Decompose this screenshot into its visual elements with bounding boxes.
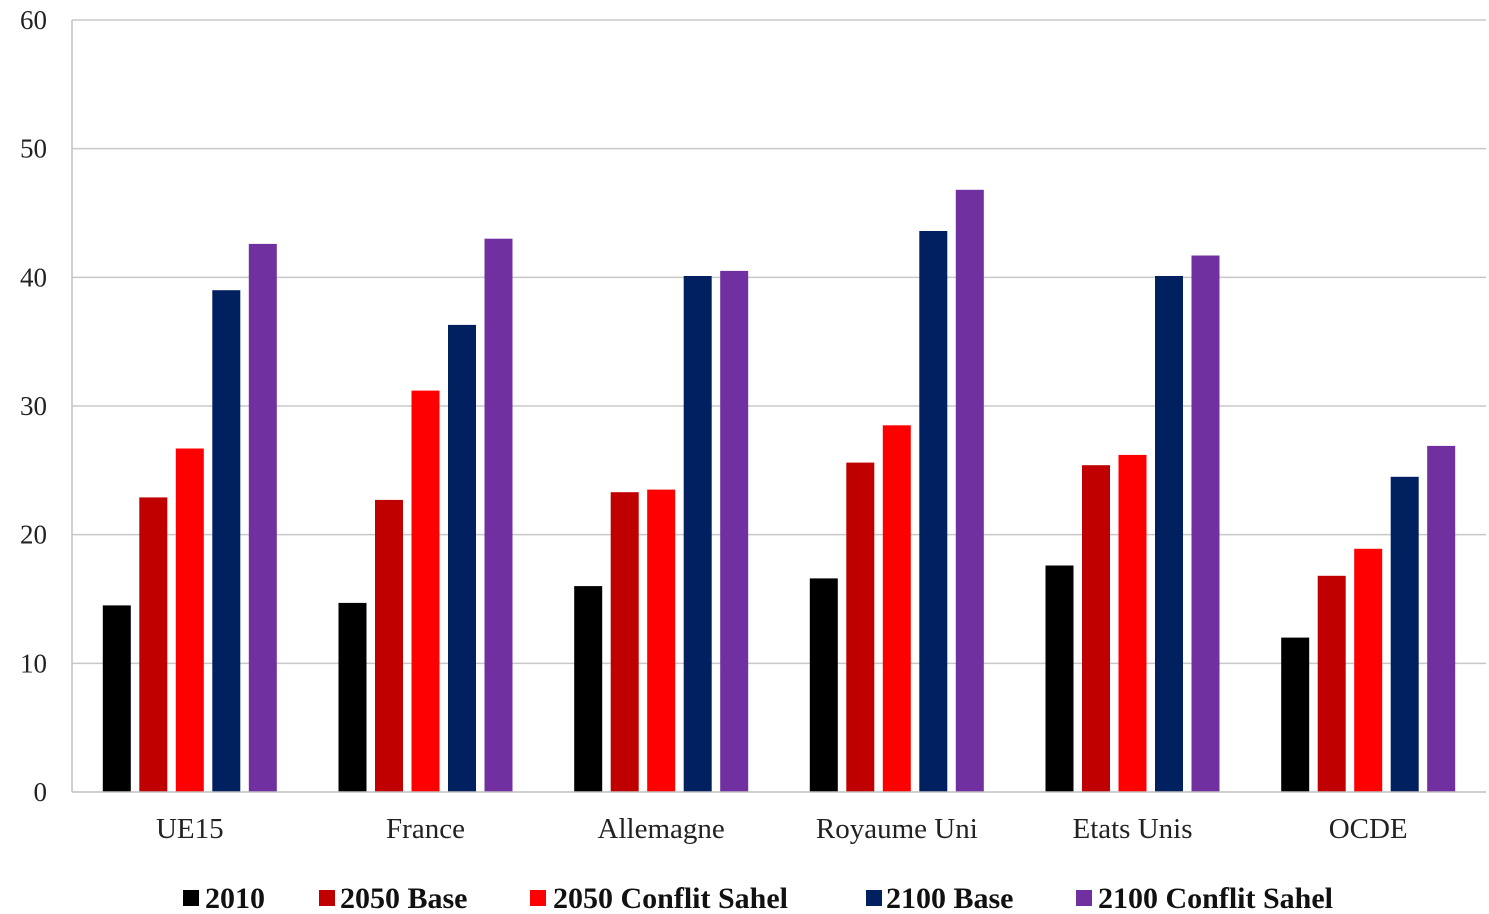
- x-tick-label: France: [386, 813, 465, 845]
- bar: [139, 497, 168, 792]
- legend-label: 2010: [205, 882, 265, 914]
- legend-swatch: [183, 890, 199, 906]
- y-tick-label: 30: [20, 391, 47, 421]
- bar: [955, 189, 984, 793]
- gridlines: [72, 19, 1486, 665]
- x-tick-label: Etats Unis: [1072, 813, 1192, 845]
- bar: [411, 390, 440, 792]
- axes: [71, 20, 1486, 793]
- bar: [175, 448, 204, 792]
- bar: [102, 605, 131, 792]
- bar: [647, 489, 676, 792]
- x-tick-label: OCDE: [1329, 813, 1408, 845]
- bar: [375, 499, 403, 792]
- x-tick-label: UE15: [156, 813, 224, 845]
- bar: [212, 290, 241, 792]
- legend-label: 2100 Conflit Sahel: [1098, 882, 1333, 914]
- bar: [248, 243, 277, 792]
- bar: [1281, 637, 1310, 792]
- bar: [1082, 465, 1110, 792]
- bar: [683, 276, 712, 792]
- bar: [1390, 476, 1419, 792]
- bar: [610, 492, 639, 792]
- bar: [720, 270, 749, 792]
- bar: [882, 425, 911, 792]
- bar: [1191, 255, 1220, 792]
- y-tick-label: 10: [20, 648, 47, 678]
- legend-label: 2050 Conflit Sahel: [553, 882, 788, 914]
- legend: 2010 2050 Base 2050 Conflit Sahel 2100 Base…: [183, 882, 1333, 914]
- legend-item: 2050 Base: [319, 882, 468, 914]
- x-axis-ticks: UE15 France Allemagne Royaume Uni Etats Unis…: [156, 813, 1408, 845]
- bar: [574, 586, 603, 792]
- bar: [448, 324, 476, 792]
- bar: [338, 602, 367, 792]
- legend-item: 2100 Conflit Sahel: [1076, 882, 1333, 914]
- legend-item: 2100 Base: [866, 882, 1014, 914]
- legend-swatch: [319, 890, 335, 906]
- legend-swatch: [1076, 890, 1092, 906]
- bar: [484, 238, 513, 792]
- y-axis-ticks: 0 10 20 30 40 50 60: [20, 5, 47, 807]
- y-tick-label: 20: [20, 520, 47, 550]
- y-tick-label: 40: [20, 262, 47, 292]
- x-tick-label: Allemagne: [598, 813, 725, 845]
- bar: [1045, 565, 1074, 792]
- legend-label: 2050 Base: [340, 882, 468, 914]
- bar: [809, 578, 838, 792]
- bar: [1118, 454, 1147, 792]
- bar: [1317, 575, 1346, 792]
- legend-swatch: [530, 890, 546, 906]
- x-tick-label: Royaume Uni: [816, 813, 978, 845]
- bar: [1427, 445, 1456, 792]
- y-tick-label: 0: [34, 777, 48, 807]
- bars: [102, 189, 1456, 793]
- legend-item: 2050 Conflit Sahel: [530, 882, 788, 914]
- y-tick-label: 60: [20, 5, 47, 35]
- bar: [1155, 276, 1183, 792]
- legend-swatch: [866, 890, 882, 906]
- bar: [919, 231, 948, 792]
- bar: [1354, 548, 1383, 792]
- y-tick-label: 50: [20, 134, 47, 164]
- bar: [846, 462, 875, 792]
- legend-item: 2010: [183, 882, 265, 914]
- legend-label: 2100 Base: [886, 882, 1014, 914]
